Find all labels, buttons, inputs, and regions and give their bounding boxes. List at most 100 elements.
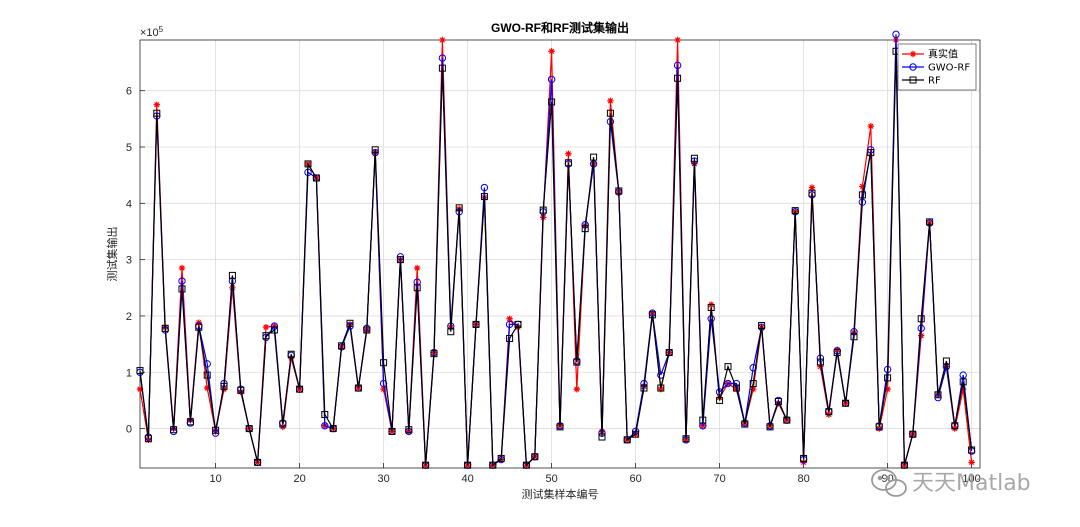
data-point: [497, 454, 505, 462]
data-point: [867, 149, 875, 157]
data-point: [750, 385, 757, 393]
data-point: [808, 189, 816, 197]
data-point: [648, 311, 656, 319]
data-point: [480, 193, 488, 201]
data-point: [909, 430, 917, 438]
y-axis-label: 测试集输出: [105, 227, 119, 282]
data-point: [808, 184, 816, 191]
x-tick-label: 100: [962, 473, 980, 485]
x-tick-label: 70: [713, 473, 725, 485]
legend-label: RF: [928, 76, 941, 87]
data-point: [884, 385, 891, 393]
data-point: [623, 436, 631, 444]
y-tick-label: 0: [126, 424, 132, 436]
x-tick-label: 60: [629, 473, 641, 485]
data-point: [388, 427, 396, 435]
data-point: [321, 411, 329, 418]
data-point: [816, 358, 824, 366]
data-point: [615, 187, 623, 195]
data-point: [539, 206, 547, 214]
data-point: [673, 61, 682, 70]
data-point: [858, 191, 866, 199]
data-point: [346, 319, 354, 327]
y-tick-label: 6: [126, 86, 132, 98]
data-point: [464, 461, 472, 469]
data-point: [439, 36, 446, 44]
data-point: [783, 416, 791, 424]
data-point: [371, 146, 379, 154]
x-tick-label: 10: [209, 473, 221, 485]
legend-marker: [909, 76, 917, 84]
data-point: [262, 324, 270, 331]
data-point: [892, 30, 900, 39]
data-point: [354, 384, 362, 392]
data-point: [136, 367, 144, 375]
data-point: [699, 422, 707, 430]
y-tick-label: 1: [126, 367, 132, 379]
x-tick-label: 50: [545, 473, 557, 485]
data-point: [262, 332, 270, 340]
y-tick-label: 4: [126, 198, 132, 210]
x-axis-label: 测试集样本编号: [522, 487, 599, 501]
axis-ticks: 1020304050607080901000123456: [126, 86, 981, 485]
data-point: [363, 326, 371, 334]
data-point: [195, 323, 203, 331]
data-point: [951, 422, 959, 430]
data-point: [506, 334, 514, 342]
data-point: [959, 378, 967, 386]
data-point: [657, 385, 664, 393]
y-exponent-label: ×105: [140, 25, 164, 39]
data-point: [968, 446, 976, 454]
y-exponent-power: 5: [159, 25, 164, 34]
data-point: [607, 97, 614, 105]
data-point: [220, 382, 228, 390]
data-point: [825, 408, 833, 416]
data-point: [690, 154, 698, 162]
data-point: [800, 454, 808, 462]
data-point: [170, 426, 178, 434]
data-point: [338, 342, 346, 350]
x-tick-label: 30: [377, 473, 389, 485]
data-point: [564, 159, 572, 167]
series-square: [136, 47, 976, 469]
data-point: [321, 422, 329, 430]
data-point: [422, 461, 430, 469]
data-point: [556, 423, 564, 431]
data-point: [960, 385, 967, 393]
data-point: [791, 207, 799, 215]
data-point: [817, 363, 824, 370]
data-point: [472, 320, 480, 328]
chart-title: GWO-RF和RF测试集输出: [491, 20, 629, 35]
data-point: [548, 48, 555, 55]
data-point: [228, 271, 236, 279]
data-point: [867, 122, 874, 130]
data-point: [934, 391, 942, 399]
data-point: [136, 385, 144, 393]
data-point: [438, 64, 446, 72]
data-point: [716, 396, 724, 404]
data-point: [161, 324, 169, 332]
data-point: [413, 284, 421, 292]
data-point: [414, 264, 421, 272]
data-point: [900, 461, 908, 469]
data-point: [245, 425, 253, 433]
data-point: [380, 385, 387, 393]
data-point: [749, 364, 757, 372]
data-point: [640, 384, 648, 392]
data-point: [438, 54, 447, 62]
legend-marker: [909, 50, 917, 58]
data-point: [632, 430, 640, 438]
data-point: [153, 109, 161, 117]
data-point: [875, 423, 883, 431]
legend-item: GWO-RF: [902, 63, 970, 74]
y-tick-label: 5: [126, 142, 132, 154]
data-point: [329, 425, 337, 433]
data-point: [186, 418, 194, 426]
data-point: [287, 350, 295, 358]
data-point: [296, 385, 304, 393]
data-point: [455, 204, 463, 212]
data-point: [682, 435, 690, 443]
data-point: [153, 101, 160, 108]
data-point: [413, 278, 421, 286]
